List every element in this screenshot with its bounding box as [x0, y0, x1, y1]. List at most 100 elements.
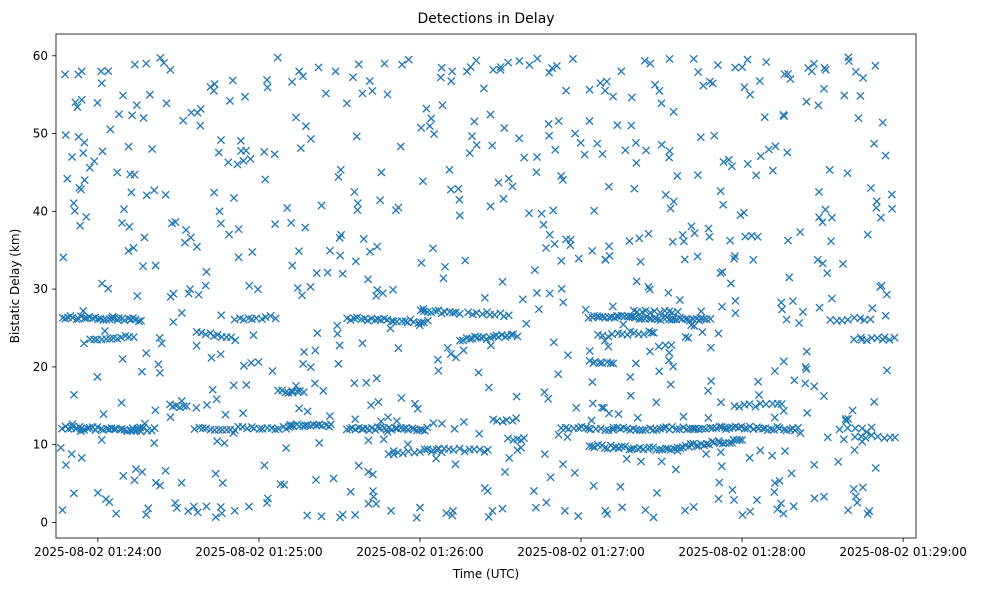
detection-point: [646, 59, 655, 68]
detection-point: [218, 478, 227, 488]
detection-point: [525, 61, 534, 70]
detection-point: [459, 346, 468, 355]
detection-point: [77, 95, 86, 104]
detection-point: [863, 230, 872, 239]
detection-point: [644, 282, 653, 291]
detection-point: [719, 200, 728, 209]
detection-point: [129, 243, 138, 252]
detection-point: [97, 435, 106, 444]
detection-point: [166, 292, 175, 301]
detection-point: [380, 59, 389, 68]
detection-point: [588, 377, 597, 387]
detection-point: [68, 152, 77, 161]
detection-point: [120, 316, 129, 325]
detection-point: [261, 313, 270, 322]
detection-point: [384, 449, 393, 459]
detection-point: [114, 314, 123, 323]
detection-point: [639, 330, 648, 339]
detection-point: [608, 302, 617, 311]
detection-point: [496, 65, 505, 74]
y-tick-label: 50: [33, 127, 48, 141]
detection-point: [480, 293, 489, 302]
detection-point: [777, 298, 786, 307]
detection-point: [229, 381, 238, 390]
x-tick-label: 2025-08-02 01:26:00: [356, 545, 483, 559]
detection-point: [333, 321, 342, 330]
detection-point: [419, 318, 429, 327]
detection-point: [532, 168, 541, 177]
detection-point: [813, 255, 822, 264]
detection-point: [365, 76, 374, 86]
detection-point: [675, 296, 684, 305]
detection-point: [645, 443, 654, 452]
detection-point: [142, 191, 151, 200]
detection-point: [716, 268, 725, 278]
detection-point: [498, 504, 507, 513]
detection-point: [590, 206, 599, 215]
detection-point: [746, 507, 755, 516]
detection-point: [389, 317, 398, 326]
detection-point: [150, 424, 159, 433]
detection-point: [715, 438, 724, 447]
detection-point: [425, 121, 434, 131]
detection-point: [383, 90, 392, 99]
detection-point: [64, 424, 73, 433]
detection-point: [246, 154, 255, 164]
detection-point: [179, 402, 188, 411]
x-tick-label: 2025-08-02 01:25:00: [195, 545, 322, 559]
detection-point: [449, 446, 458, 455]
detection-point: [131, 465, 141, 474]
detection-point: [383, 413, 393, 422]
detection-point: [299, 359, 308, 368]
detection-point: [321, 89, 330, 98]
detection-point: [113, 168, 122, 177]
detection-point: [693, 171, 702, 180]
detection-point: [775, 476, 784, 485]
detection-point: [202, 400, 212, 409]
detection-point: [721, 438, 730, 447]
detection-point: [885, 335, 894, 344]
detection-point: [821, 65, 830, 74]
detection-point: [838, 259, 848, 268]
detection-point: [764, 145, 773, 154]
detection-point: [890, 333, 899, 342]
detection-point: [366, 401, 376, 410]
detection-point: [273, 53, 282, 62]
detection-point: [386, 506, 396, 515]
detection-point: [724, 155, 733, 164]
detection-point: [668, 237, 677, 246]
detection-point: [136, 423, 145, 432]
detection-point: [408, 424, 417, 433]
detection-point: [532, 288, 541, 298]
detection-point: [558, 460, 568, 469]
detection-point: [459, 417, 468, 426]
detection-point: [429, 130, 439, 139]
detection-point: [519, 434, 529, 443]
detection-point: [718, 302, 727, 311]
detection-point: [373, 242, 382, 251]
detection-point: [802, 365, 811, 374]
detection-point: [458, 336, 467, 345]
detection-point: [780, 447, 790, 456]
detection-point: [98, 147, 107, 156]
detection-point: [751, 402, 760, 411]
detection-point: [415, 447, 424, 456]
detection-point: [704, 224, 713, 233]
detection-point: [70, 206, 79, 215]
detection-point: [217, 509, 226, 518]
detection-point: [601, 86, 610, 95]
detection-point: [216, 136, 226, 145]
detection-point: [427, 114, 436, 123]
detection-point: [298, 72, 308, 81]
detection-point: [142, 349, 151, 358]
detection-point: [664, 288, 673, 297]
detection-point: [647, 328, 656, 337]
detection-point: [299, 388, 308, 397]
detection-point: [814, 187, 824, 197]
detection-point: [75, 422, 84, 431]
x-tick-label: 2025-08-02 01:28:00: [678, 545, 805, 559]
detection-point: [761, 400, 771, 409]
detection-point: [294, 247, 304, 256]
detection-point: [653, 315, 662, 324]
detection-point: [379, 435, 388, 444]
